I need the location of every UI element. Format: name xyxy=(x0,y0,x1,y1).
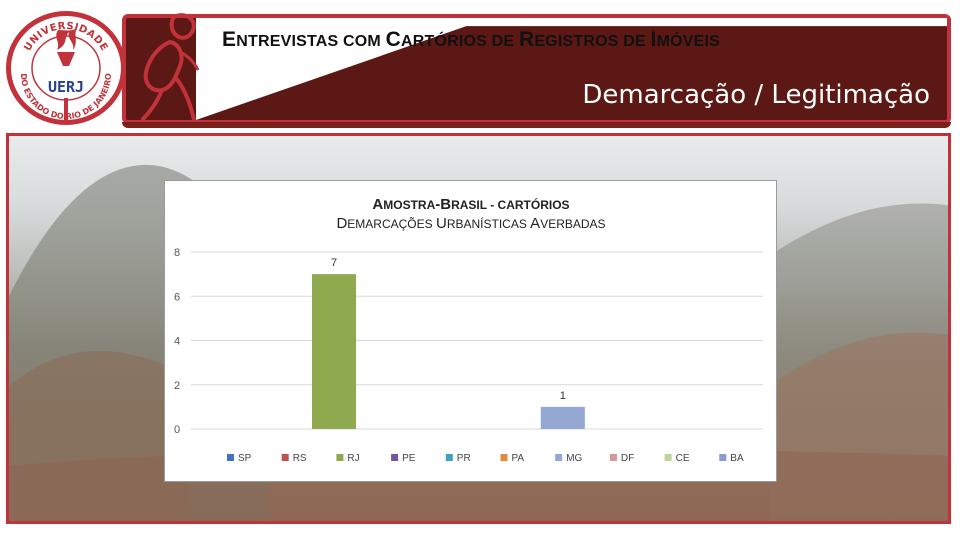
legend-swatch xyxy=(445,454,453,461)
title-part: NTREVISTAS COM xyxy=(236,33,386,50)
legend-swatch xyxy=(227,454,234,461)
chart-legend: SP RS RJ PE PR PA MG DF CE BA xyxy=(227,453,744,464)
title-part: R xyxy=(518,28,535,51)
chart-title-part: RASIL - C xyxy=(451,198,506,212)
chart-title-part: ARTÓRIOS xyxy=(506,197,569,212)
legend-label: PR xyxy=(457,453,471,464)
legend-label: PE xyxy=(402,453,416,464)
chart-title-part: A xyxy=(530,215,540,232)
chart-title-part: RBANÍSTICAS xyxy=(447,216,530,231)
chart-title-part: VERBADAS xyxy=(540,217,605,231)
chart-title-part: EMARCAÇÕES xyxy=(347,216,436,231)
legend-swatch xyxy=(500,454,508,461)
legend-label: DF xyxy=(621,453,634,464)
runner-logo-icon xyxy=(140,13,200,122)
title-part: C xyxy=(385,28,401,51)
chart-title-part: D xyxy=(336,215,347,232)
legend-label: CE xyxy=(676,453,690,464)
data-label-rj: 7 xyxy=(331,257,337,269)
legend-swatch xyxy=(719,454,727,461)
legend-swatch xyxy=(664,454,672,461)
header-band-bottom xyxy=(122,122,951,128)
legend-swatch xyxy=(555,454,563,461)
chart-title-part: -B xyxy=(435,196,451,213)
title-part: ARTÓRIOS DE xyxy=(400,33,519,50)
title-part: I xyxy=(650,28,657,51)
y-tick-label: 8 xyxy=(174,247,180,259)
page-title: ENTREVISTAS COM CARTÓRIOS DE REGISTROS D… xyxy=(222,28,720,52)
title-part: E xyxy=(222,28,237,51)
bar-mg xyxy=(540,406,585,429)
chart-title-line1: AMOSTRA-BRASIL - CARTÓRIOS xyxy=(372,196,569,213)
chart-gridlines xyxy=(191,251,763,430)
chart-container: AMOSTRA-BRASIL - CARTÓRIOS DEMARCAÇÕES U… xyxy=(164,180,777,482)
legend-swatch xyxy=(281,454,289,461)
y-tick-label: 4 xyxy=(174,336,180,348)
legend-swatch xyxy=(609,454,617,461)
title-part: EGISTROS DE xyxy=(534,33,651,50)
y-tick-label: 0 xyxy=(174,424,180,436)
uerj-seal-logo: UERJ UNIVERSIDADE DO ESTADO DO RIO DE JA… xyxy=(6,11,126,125)
legend-swatch xyxy=(336,454,344,461)
legend-label: RS xyxy=(293,453,307,464)
chart-title-part: A xyxy=(372,196,383,213)
legend-label: SP xyxy=(238,453,252,464)
page-subtitle: Demarcação / Legitimação xyxy=(582,80,930,110)
chart-bars: 71 xyxy=(311,257,585,429)
chart-title-part: U xyxy=(436,215,447,232)
bar-rj xyxy=(311,274,357,429)
title-part: MÓVEIS xyxy=(656,33,720,50)
legend-swatch xyxy=(391,454,399,461)
logo-acronym: UERJ xyxy=(48,78,84,96)
chart-y-ticks: 0 2 4 6 8 xyxy=(174,247,180,436)
legend-label: PA xyxy=(512,453,525,464)
chart-title-part: MOSTRA xyxy=(383,198,435,212)
y-tick-label: 2 xyxy=(174,380,180,392)
bar-chart: AMOSTRA-BRASIL - CARTÓRIOS DEMARCAÇÕES U… xyxy=(174,196,763,464)
legend-label: RJ xyxy=(347,453,359,464)
legend-label: BA xyxy=(730,453,744,464)
y-tick-label: 6 xyxy=(174,291,180,303)
chart-title-line2: DEMARCAÇÕES URBANÍSTICAS AVERBADAS xyxy=(336,215,605,232)
legend-label: MG xyxy=(566,453,582,464)
data-label-mg: 1 xyxy=(560,390,566,402)
